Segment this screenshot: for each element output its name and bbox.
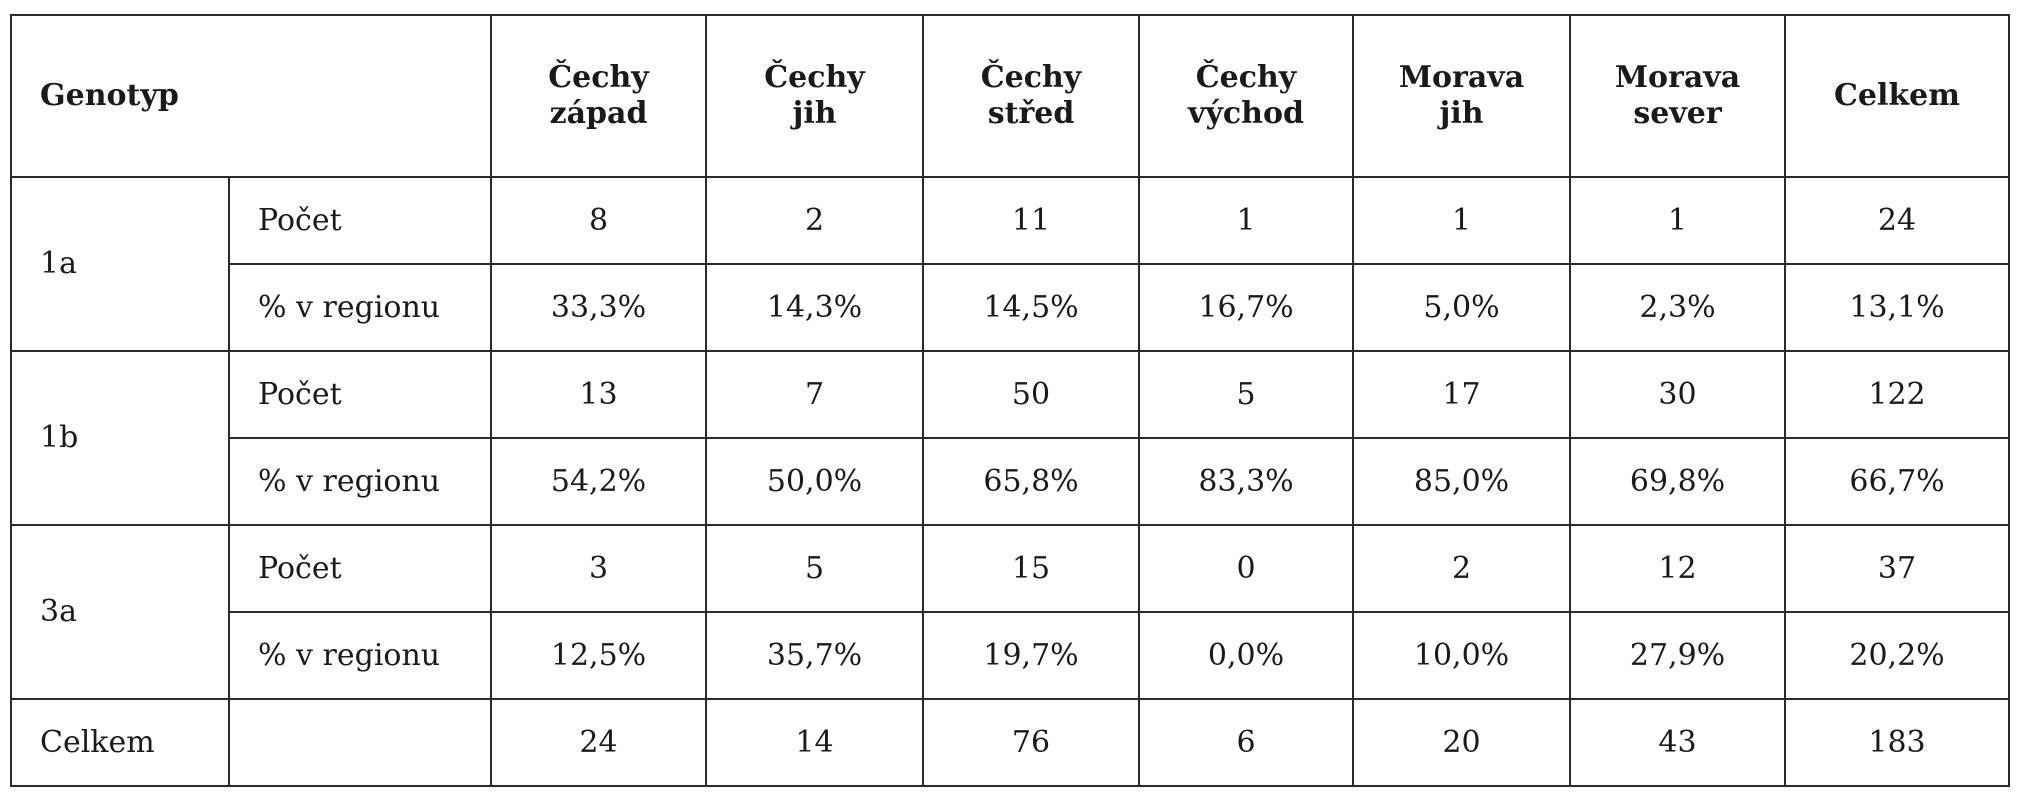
table-row: 1b Počet 13 7 50 5 17 30 122 (10, 350, 2011, 526)
column-header-morava-sever: Morava sever (1569, 14, 1787, 178)
count-cell: 15 (922, 524, 1141, 613)
percent-cell: 2,3% (1569, 263, 1787, 352)
percent-cell: 83,3% (1138, 437, 1355, 526)
count-cell: 12 (1569, 524, 1787, 613)
percent-cell: 27,9% (1569, 611, 1787, 700)
percent-cell: 65,8% (922, 437, 1141, 526)
total-cell: 14 (705, 698, 925, 787)
table-row: 1a Počet 8 2 11 1 1 1 24 (10, 176, 2011, 352)
total-cell: 20 (1352, 698, 1572, 787)
column-header-morava-jih: Morava jih (1352, 14, 1572, 178)
total-cell: 76 (922, 698, 1141, 787)
count-label: Počet (227, 524, 493, 613)
count-cell: 3 (490, 524, 708, 613)
count-cell: 0 (1138, 524, 1355, 613)
count-total-cell: 122 (1784, 350, 2011, 439)
count-cell: 2 (705, 176, 925, 265)
table-row: % v regionu 12,5% 35,7% 19,7% 0,0% 10,0%… (11, 611, 2011, 700)
total-cell: 24 (490, 698, 708, 787)
percent-cell: 85,0% (1352, 437, 1572, 526)
count-cell: 11 (922, 176, 1141, 265)
count-cell: 50 (922, 350, 1141, 439)
column-header-cechy-zapad: Čechy západ (490, 14, 708, 178)
percent-cell: 12,5% (490, 611, 708, 700)
percent-cell: 10,0% (1352, 611, 1572, 700)
percent-cell: 16,7% (1138, 263, 1355, 352)
count-label: Počet (227, 350, 493, 439)
table-row: % v regionu 33,3% 14,3% 14,5% 16,7% 5,0%… (11, 263, 2011, 352)
percent-cell: 14,3% (705, 263, 925, 352)
percent-label: % v regionu (227, 611, 493, 700)
table-row: % v regionu 54,2% 50,0% 65,8% 83,3% 85,0… (11, 437, 2011, 526)
percent-cell: 35,7% (705, 611, 925, 700)
percent-total-cell: 66,7% (1784, 437, 2011, 526)
count-cell: 17 (1352, 350, 1572, 439)
percent-label: % v regionu (227, 437, 493, 526)
total-sublabel (227, 698, 493, 787)
total-cell: 43 (1569, 698, 1787, 787)
count-cell: 8 (490, 176, 708, 265)
percent-cell: 19,7% (922, 611, 1141, 700)
count-cell: 13 (490, 350, 708, 439)
column-header-cechy-vychod: Čechy východ (1138, 14, 1355, 178)
percent-label: % v regionu (227, 263, 493, 352)
column-header-celkem: Celkem (1784, 14, 2011, 178)
count-cell: 5 (705, 524, 925, 613)
count-cell: 1 (1569, 176, 1787, 265)
total-row: Celkem 24 14 76 6 20 43 183 (10, 698, 2011, 787)
percent-cell: 54,2% (490, 437, 708, 526)
total-cell: 6 (1138, 698, 1355, 787)
count-total-cell: 24 (1784, 176, 2011, 265)
count-cell: 1 (1138, 176, 1355, 265)
genotype-region-table: Genotyp Čechy západ Čechy jih Čechy střed Č… (9, 14, 2011, 787)
count-total-cell: 37 (1784, 524, 2011, 613)
percent-cell: 69,8% (1569, 437, 1787, 526)
total-label: Celkem (10, 698, 230, 787)
grand-total-cell: 183 (1784, 698, 2011, 787)
percent-cell: 0,0% (1138, 611, 1355, 700)
percent-cell: 33,3% (490, 263, 708, 352)
percent-cell: 50,0% (705, 437, 925, 526)
count-cell: 30 (1569, 350, 1787, 439)
table-row: 3a Počet 3 5 15 0 2 12 37 (10, 524, 2011, 700)
genotype-header: Genotyp (9, 14, 493, 178)
percent-cell: 14,5% (922, 263, 1141, 352)
count-cell: 7 (705, 350, 925, 439)
count-label: Počet (227, 176, 493, 265)
genotype-cell: 3a (10, 524, 230, 700)
count-cell: 5 (1138, 350, 1355, 439)
count-cell: 2 (1352, 524, 1572, 613)
column-header-cechy-jih: Čechy jih (705, 14, 925, 178)
header-row: Genotyp Čechy západ Čechy jih Čechy střed Č… (9, 14, 2011, 178)
genotype-cell: 1a (10, 176, 230, 352)
percent-cell: 5,0% (1352, 263, 1572, 352)
percent-total-cell: 20,2% (1784, 611, 2011, 700)
count-cell: 1 (1352, 176, 1572, 265)
column-header-cechy-stred: Čechy střed (922, 14, 1141, 178)
genotype-cell: 1b (10, 350, 230, 526)
percent-total-cell: 13,1% (1784, 263, 2011, 352)
